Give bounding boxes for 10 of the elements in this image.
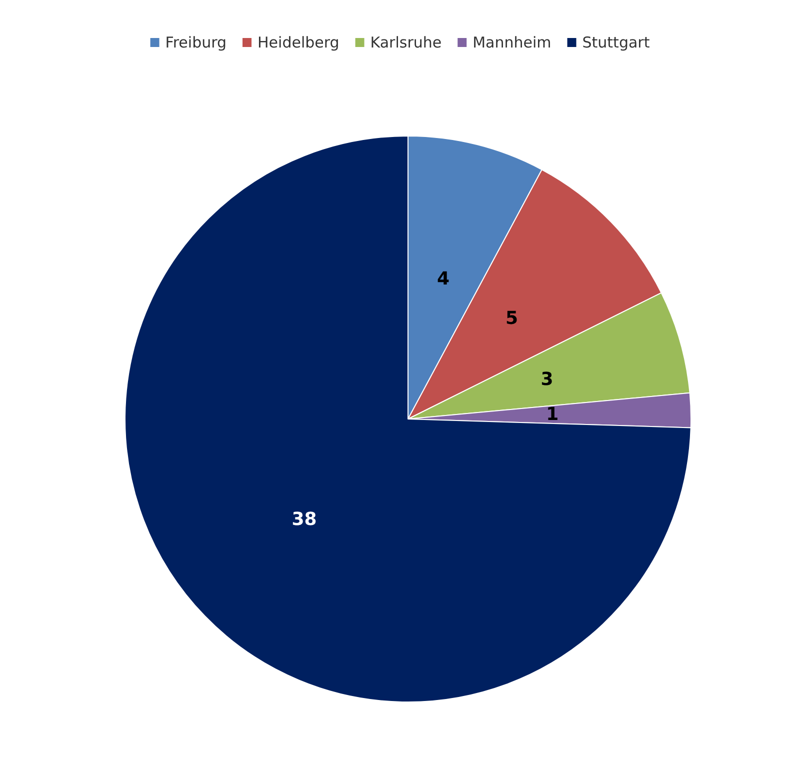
data-label: 5 (505, 308, 518, 329)
data-label: 3 (540, 368, 554, 390)
data-label: 38 (292, 509, 317, 530)
legend-label: Mannheim (472, 34, 552, 52)
legend-label: Heidelberg (258, 34, 340, 52)
data-label: 4 (436, 268, 450, 290)
legend-label: Freiburg (165, 34, 227, 52)
legend-label: Karlsruhe (370, 34, 442, 52)
legend-label: Stuttgart (582, 34, 650, 52)
data-label: 1 (546, 404, 559, 426)
